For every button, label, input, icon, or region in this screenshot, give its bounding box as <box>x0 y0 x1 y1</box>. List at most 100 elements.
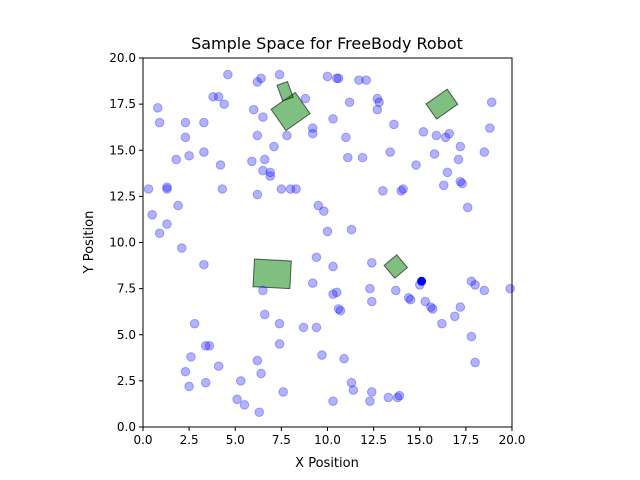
sample-point <box>252 189 263 200</box>
sample-point <box>313 200 324 211</box>
sample-point <box>348 385 359 395</box>
sample-point <box>199 259 209 270</box>
sample-point <box>333 73 344 84</box>
sample-point <box>331 287 342 298</box>
sample-point <box>265 167 276 178</box>
sample-point <box>466 331 477 342</box>
sample-point <box>389 119 399 130</box>
sample-point <box>200 341 211 351</box>
sample-point <box>189 318 200 329</box>
sample-point <box>455 141 466 152</box>
sample-point <box>455 176 466 187</box>
sample-point <box>147 210 158 220</box>
sample-point <box>162 219 172 229</box>
sample-point <box>171 154 182 165</box>
sample-point <box>438 180 449 191</box>
target-point <box>417 276 427 286</box>
x-tick-label: 5.0 <box>226 433 245 447</box>
sample-point <box>450 311 460 322</box>
sample-point <box>378 186 388 196</box>
sample-point <box>223 69 233 80</box>
sample-point <box>217 184 228 194</box>
sample-point <box>453 154 464 165</box>
sample-point <box>186 352 196 362</box>
sample-point <box>256 368 266 379</box>
sample-point <box>276 184 287 194</box>
obstacles-layer <box>252 80 459 290</box>
sample-point <box>485 123 495 133</box>
x-tick-label: 20.0 <box>499 433 526 447</box>
x-tick-label: 7.5 <box>272 433 291 447</box>
sample-point <box>341 132 351 143</box>
sample-point <box>259 154 270 165</box>
sample-point <box>199 147 209 157</box>
target-layer <box>417 276 427 286</box>
sample-point <box>322 226 333 237</box>
sample-point <box>154 228 165 239</box>
sample-point <box>457 178 467 189</box>
sample-point <box>479 285 490 296</box>
sample-point <box>204 341 215 351</box>
y-tick-label: 7.5 <box>117 282 136 296</box>
sample-point <box>300 93 311 104</box>
sample-point <box>162 184 172 194</box>
sample-point <box>322 71 333 82</box>
sample-point <box>265 171 276 181</box>
sample-point <box>162 182 172 192</box>
sample-point <box>256 73 266 84</box>
y-axis-ticks: 0.0 2.5 5.0 7.5 10.0 12.5 15.0 17.5 20.0 <box>109 51 143 434</box>
sample-point <box>248 104 259 115</box>
obstacle <box>383 254 409 279</box>
sample-point <box>143 184 154 194</box>
sample-point <box>383 392 394 403</box>
sample-point <box>258 112 268 122</box>
sample-point <box>440 132 451 143</box>
y-tick-label: 15.0 <box>109 143 136 157</box>
sample-point <box>252 355 263 366</box>
sample-point <box>444 128 455 139</box>
sample-point <box>219 99 229 109</box>
sample-point <box>282 130 292 141</box>
sample-point <box>213 91 224 102</box>
sample-point <box>470 280 480 290</box>
sample-point <box>317 350 327 360</box>
sample-point <box>274 339 285 349</box>
sample-point <box>328 289 338 299</box>
sample-point <box>366 296 377 307</box>
sample-point <box>232 394 242 405</box>
sample-point <box>486 97 497 108</box>
x-tick-label: 15.0 <box>406 433 433 447</box>
sample-point <box>418 127 429 137</box>
sample-point <box>328 114 338 124</box>
sample-point <box>154 117 165 128</box>
sample-point <box>403 293 414 303</box>
sample-point <box>374 97 384 108</box>
sample-point <box>372 104 383 115</box>
sample-point <box>247 156 257 167</box>
x-tick-label: 10.0 <box>314 433 341 447</box>
sample-point <box>361 75 372 85</box>
sample-point <box>333 304 344 314</box>
x-tick-label: 0.0 <box>133 433 152 447</box>
sample-point <box>311 322 322 333</box>
y-tick-label: 2.5 <box>117 374 136 388</box>
sample-point <box>372 93 383 104</box>
sample-point <box>357 152 368 163</box>
sample-point <box>291 184 301 194</box>
sample-point <box>319 206 329 216</box>
plot-background <box>143 58 512 427</box>
sample-point <box>184 381 194 392</box>
x-tick-label: 2.5 <box>180 433 199 447</box>
sample-point <box>199 117 209 128</box>
x-tick-label: 12.5 <box>360 433 387 447</box>
sample-point <box>215 160 226 170</box>
sample-point <box>342 152 353 163</box>
sample-point <box>254 407 265 418</box>
sample-point <box>390 285 401 296</box>
sample-point <box>429 149 440 159</box>
sample-point <box>259 309 270 320</box>
sample-point <box>442 167 453 178</box>
sample-point <box>366 387 377 397</box>
sample-point <box>328 261 338 272</box>
sample-point <box>152 103 163 113</box>
